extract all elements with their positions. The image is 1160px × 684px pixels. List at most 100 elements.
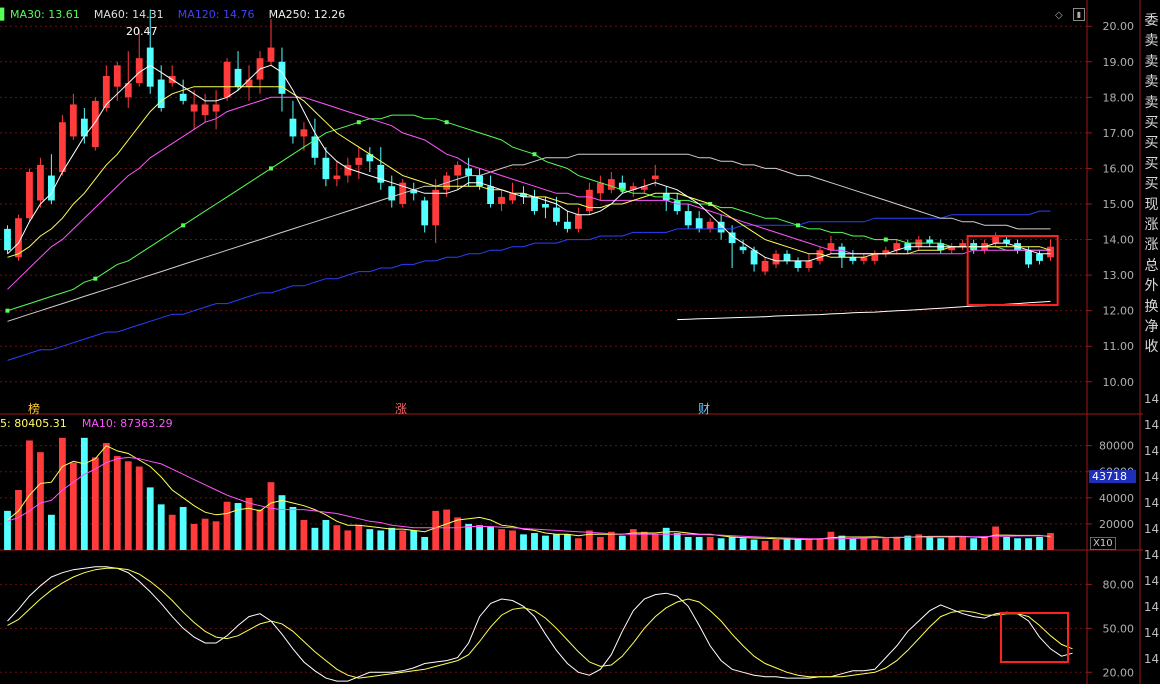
side-number: 14 [1143,392,1160,406]
volume-bar [904,535,912,550]
candle-body [629,186,637,190]
candle-body [860,257,868,261]
volume-panel[interactable] [4,437,1054,550]
volume-bar [256,509,264,550]
volume-bar [783,539,791,550]
candle-body [575,214,582,229]
candle-body [190,104,198,112]
volume-ma10-line [7,456,1051,540]
side-number: 14 [1143,418,1160,432]
price-legend-item: MA120: 14.76 [177,8,255,21]
ma30-marker [93,276,98,281]
volume-bar [48,514,55,550]
volume-bar [1014,538,1021,550]
volume-bar [267,482,275,550]
event-marker[interactable]: 涨 [395,402,408,416]
volume-bar [618,535,626,550]
candle-body [816,250,824,261]
volume-bar [69,462,77,550]
volume-unit-label[interactable]: X10 [1090,537,1116,550]
volume-bar [970,538,978,550]
candle-body [124,83,132,98]
candle-body [827,243,835,251]
volume-bar [300,520,308,550]
volume-bar [289,506,297,550]
volume-bar [772,539,780,550]
panel-toggle-icon[interactable]: ▮ [1073,8,1085,21]
side-number: 14 [1143,470,1160,484]
candle-body [695,218,703,229]
candle-body [26,172,33,219]
volume-bar [816,538,824,550]
volume-bar [596,536,604,550]
side-label: 总 [1144,257,1159,274]
candle-body [673,200,681,212]
candle-body [553,207,560,222]
event-marker[interactable]: 榜 [28,402,41,416]
candle-body [234,68,242,87]
candle-body [838,246,846,258]
ma30-marker [444,120,449,125]
price-tick-label: 16.00 [1103,162,1135,175]
volume-bar [190,523,198,550]
ma30-marker [181,223,186,228]
side-number: 14 [1143,574,1160,588]
side-label: 买 [1144,135,1159,152]
volume-bar [498,529,505,550]
price-tick-label: 20.00 [1103,20,1135,33]
volume-bar [992,526,1000,550]
volume-bar [717,538,725,550]
event-marker[interactable]: 财 [698,402,711,416]
side-label: 现 [1144,196,1159,213]
oscillator-panel[interactable] [7,566,1073,682]
price-tick-label: 11.00 [1103,340,1135,353]
candle-body [564,221,571,229]
ma30-marker [268,166,273,171]
volume-bar [1047,533,1054,550]
candle-body [1047,246,1054,258]
candle-body [794,260,802,268]
volume-bar [4,510,11,550]
candle-body [58,122,66,172]
candle-body [267,47,275,62]
volume-bar [168,514,176,550]
volume-bar [124,461,132,550]
volume-bar [981,536,989,550]
volume-bar [245,497,253,550]
candle-body [805,260,813,268]
candle-body [761,260,769,272]
volume-bar [959,536,967,550]
volume-bar [311,527,319,550]
candle-body [585,189,593,212]
volume-bar [443,509,451,550]
price-legend-item: MA60: 14.31 [93,8,164,21]
candle-body [278,61,286,94]
diamond-icon[interactable]: ◇ [1055,10,1063,21]
candle-body [201,104,209,116]
volume-bar [750,539,758,550]
volume-bar [421,536,429,550]
candle-body [607,179,615,190]
volume-bar [212,521,220,550]
volume-bar [333,525,341,550]
candle-body [783,253,791,261]
price-tick-label: 10.00 [1103,376,1135,389]
candle-body [651,175,659,180]
price-tick-label: 12.00 [1103,305,1135,318]
ma30-marker [532,152,537,157]
volume-bar [179,506,187,550]
side-number: 14 [1143,600,1160,614]
side-label: 卖 [1144,53,1159,70]
side-label: 卖 [1144,33,1159,50]
side-label: 收 [1144,339,1159,356]
candle-body [410,189,418,194]
candle-body [289,118,297,137]
volume-bar [640,531,648,550]
candle-body [728,232,736,244]
price-panel[interactable] [4,9,1059,361]
volume-bar [410,530,418,550]
volume-bar [135,466,143,550]
volume-bar [794,539,802,550]
candle-body [157,79,165,108]
volume-bar [234,503,242,550]
